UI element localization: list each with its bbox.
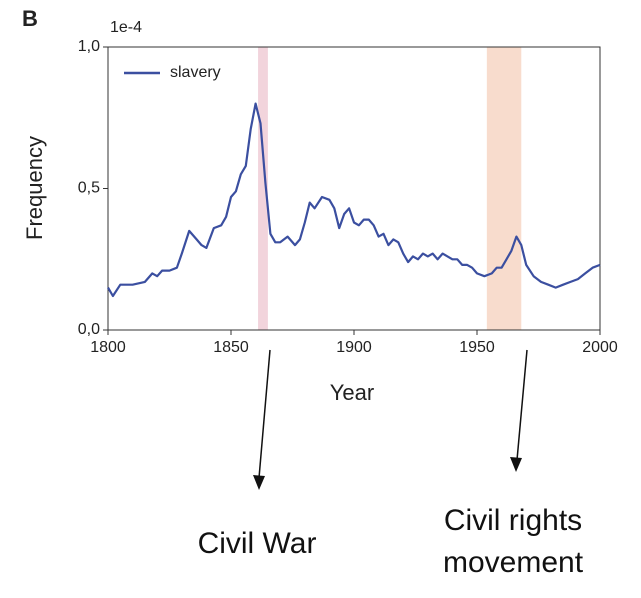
arrow [516, 349, 528, 461]
y-tick-label: 0,5 [78, 180, 100, 197]
arrow [258, 349, 271, 479]
highlight-span [486, 47, 522, 330]
arrow-head [253, 475, 265, 490]
annotation: Civil War [198, 527, 317, 560]
annotation: Civil rights [444, 504, 582, 537]
x-tick-label: 1800 [90, 339, 126, 356]
x-axis-label: Year [330, 380, 374, 405]
x-tick-label: 1900 [336, 339, 372, 356]
highlight-span [258, 47, 268, 330]
x-tick-label: 2000 [582, 339, 618, 356]
x-tick-label: 1950 [459, 339, 495, 356]
y-tick-label: 1,0 [78, 38, 100, 55]
arrow-head [510, 457, 522, 472]
y-tick-label: 0,0 [78, 321, 100, 338]
annotation: movement [443, 546, 584, 579]
y-axis-label: Frequency [22, 136, 47, 240]
panel-label: B [22, 6, 38, 31]
x-tick-label: 1850 [213, 339, 249, 356]
data-line [107, 102, 601, 298]
legend-label: slavery [170, 64, 221, 81]
axes-frame [107, 46, 601, 331]
offset-text: 1e-4 [110, 19, 142, 36]
